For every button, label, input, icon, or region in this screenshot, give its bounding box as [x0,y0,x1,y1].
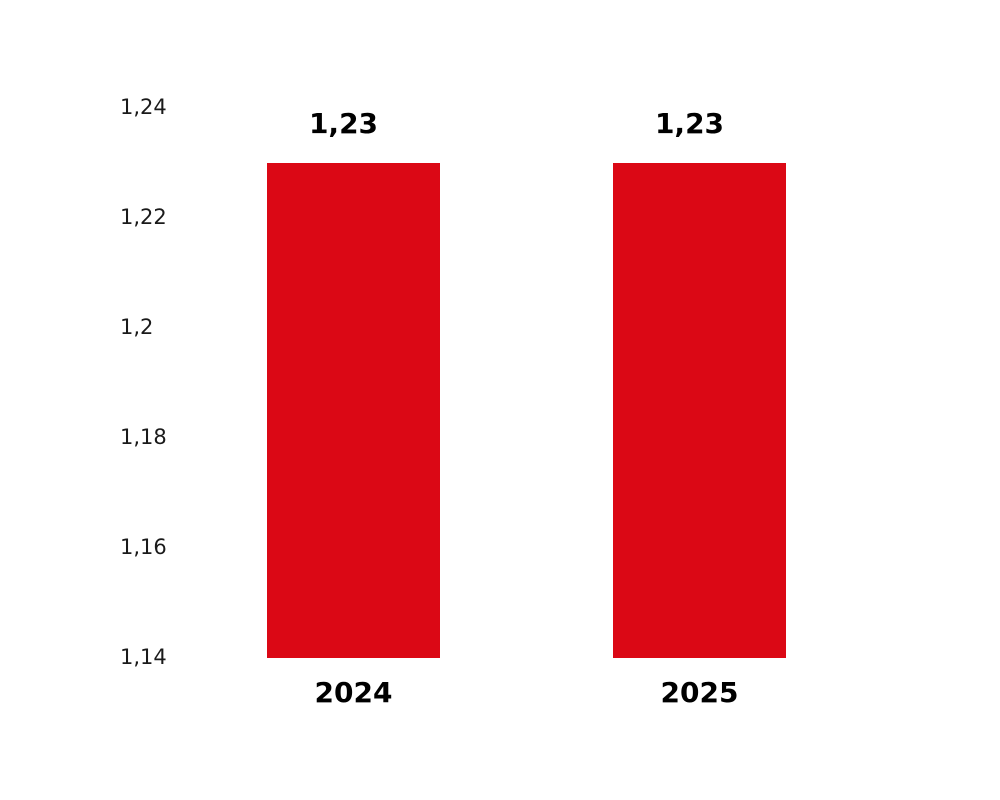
data-labels: 1,23 1,23 [309,107,724,140]
bars [267,163,786,658]
bar-2025 [613,163,786,658]
category-label-2025: 2025 [661,676,739,709]
y-axis: 1,14 1,16 1,18 1,2 1,22 1,24 [120,95,167,669]
y-tick-label: 1,14 [120,645,167,669]
y-tick-label: 1,22 [120,205,167,229]
data-label-2025: 1,23 [655,107,724,140]
y-tick-label: 1,2 [120,315,153,339]
category-label-2024: 2024 [315,676,393,709]
y-tick-label: 1,18 [120,425,167,449]
bar-2024 [267,163,440,658]
x-axis: 2024 2025 [315,676,739,709]
y-tick-label: 1,16 [120,535,167,559]
y-tick-label: 1,24 [120,95,167,119]
data-label-2024: 1,23 [309,107,378,140]
